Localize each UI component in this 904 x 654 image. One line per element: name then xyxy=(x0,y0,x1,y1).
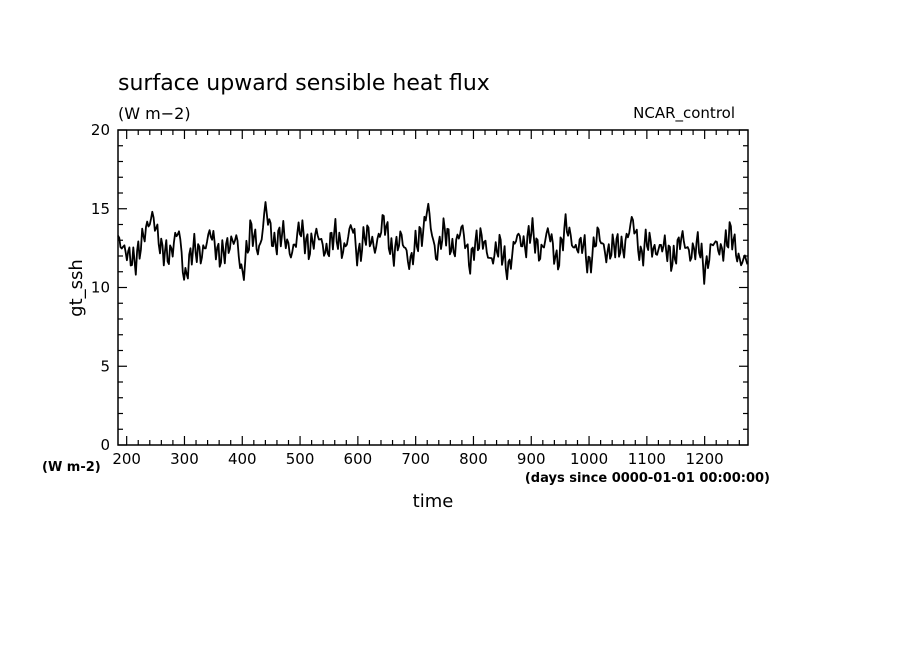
plot-frame xyxy=(117,129,749,446)
x-tick-label: 1000 xyxy=(570,450,608,468)
y-axis-units: (W m-2) xyxy=(42,460,101,475)
chart-subtitle: (W m−2) xyxy=(118,104,191,123)
y-tick-label: 10 xyxy=(91,279,110,297)
x-axis-units: (days since 0000-01-01 00:00:00) xyxy=(525,471,770,486)
x-tick-label: 1100 xyxy=(628,450,666,468)
x-tick-label: 200 xyxy=(112,450,141,468)
x-tick-label: 700 xyxy=(401,450,430,468)
x-tick-label: 900 xyxy=(517,450,546,468)
x-tick-label: 400 xyxy=(228,450,257,468)
x-axis-label: time xyxy=(413,491,454,512)
x-axis: 200 300 400 500 600 700 800 900 1000 1100 1200 xyxy=(112,130,740,468)
x-tick-label: 800 xyxy=(459,450,488,468)
chart-title: surface upward sensible heat flux xyxy=(118,71,490,96)
y-tick-label: 0 xyxy=(100,436,110,454)
y-axis: 0 5 10 15 20 xyxy=(91,121,748,454)
y-tick-label: 20 xyxy=(91,121,110,139)
x-tick-label: 500 xyxy=(286,450,315,468)
y-axis-label: gt_ssh xyxy=(66,259,87,317)
x-tick-label: 300 xyxy=(170,450,199,468)
x-tick-label: 1200 xyxy=(686,450,724,468)
y-tick-label: 15 xyxy=(91,200,110,218)
y-tick-label: 5 xyxy=(100,357,110,375)
x-tick-label: 600 xyxy=(344,450,373,468)
series-line xyxy=(117,201,749,285)
run-label: NCAR_control xyxy=(633,104,735,123)
